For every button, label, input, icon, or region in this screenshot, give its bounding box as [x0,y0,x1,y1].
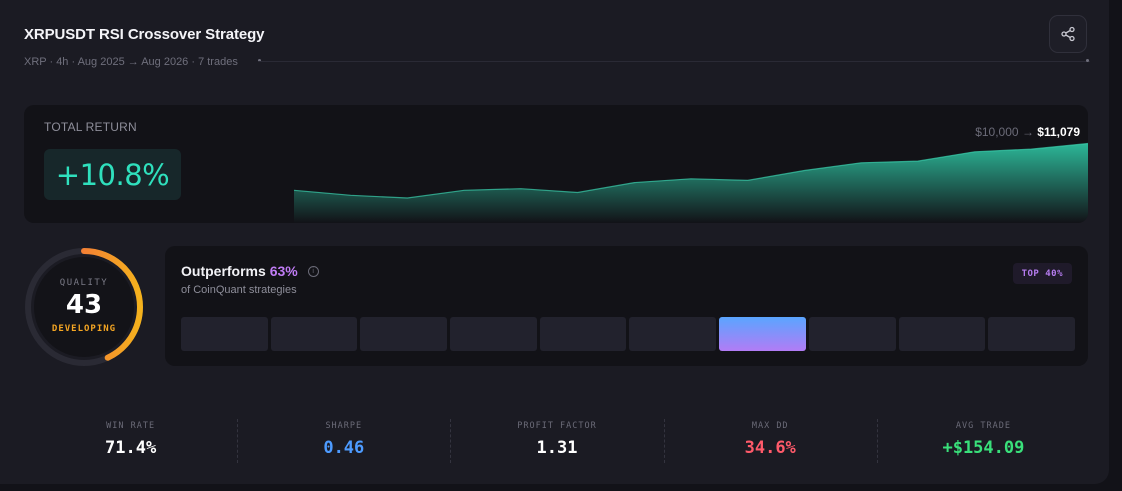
start-balance: $10,000 [975,125,1019,139]
stat-label: SHARPE [325,421,363,431]
strategy-card: XRPUSDT RSI Crossover Strategy XRP · 4h … [0,0,1109,484]
quality-status: DEVELOPING [51,324,117,334]
outperform-title: Outperforms 63% i [181,263,319,279]
share-icon [1061,26,1075,42]
total-return-value: +10.8% [55,157,170,192]
timeline-start-dot [258,59,261,62]
strategy-title: XRPUSDT RSI Crossover Strategy [24,26,265,43]
stat-value: 34.6% [744,438,796,458]
balance-arrow-icon: → [1021,125,1034,139]
percentile-bucket-active [719,317,806,351]
quality-label: QUALITY [59,278,109,288]
quality-gauge: QUALITY 43 DEVELOPING [23,246,145,368]
total-return-badge: +10.8% [44,149,181,200]
outperform-subtitle: of CoinQuant strategies [181,284,297,296]
percentile-buckets [181,317,1075,351]
outperform-title-text: Outperforms [181,263,266,279]
stat-profit-factor: PROFIT FACTOR 1.31 [450,411,663,463]
percentile-bucket [539,317,627,351]
equity-curve-area [294,143,1088,223]
percentile-bucket [450,317,537,351]
end-balance: $11,079 [1037,125,1080,139]
percentile-bucket [898,317,986,351]
quality-gauge-ring [25,248,143,366]
stat-label: AVG TRADE [955,421,1011,431]
percentile-bucket [988,317,1075,351]
percentile-bucket [629,317,717,351]
stat-value: 1.31 [536,438,578,458]
share-button[interactable] [1049,15,1087,53]
equity-curve-line [293,142,1088,199]
stat-label: PROFIT FACTOR [517,421,597,431]
stat-sharpe: SHARPE 0.46 [237,411,450,463]
stat-value: +$154.09 [942,438,1025,458]
quality-score: 43 [65,290,103,320]
stat-win-rate: WIN RATE 71.4% [24,411,237,463]
stat-max-dd: MAX DD 34.6% [663,411,877,463]
stat-avg-trade: AVG TRADE +$154.09 [876,411,1090,463]
equity-curve-chart [293,142,1088,223]
stat-label: WIN RATE [106,421,156,431]
total-return-label: TOTAL RETURN [44,120,137,134]
timeline-end-dot [1086,59,1089,62]
timeline-line [258,61,1090,62]
stat-label: MAX DD [751,421,789,431]
info-icon[interactable]: i [307,265,319,277]
stats-row: WIN RATE 71.4% SHARPE 0.46 PROFIT FACTOR 1.31… [24,411,1090,463]
percentile-bucket [270,317,358,351]
strategy-subtitle: XRP · 4h · Aug 2025 → Aug 2026 · 7 trade… [24,56,238,68]
stat-value: 0.46 [323,438,365,458]
quality-gauge-arc [25,248,143,366]
percentile-bucket [360,317,448,351]
balance-change: $10,000 → $11,079 [975,125,1080,139]
percentile-bucket [181,317,268,351]
outperform-panel: Outperforms 63% i of CoinQuant strategie… [165,246,1088,366]
outperform-pct: 63% [269,263,298,279]
stat-value: 71.4% [105,438,157,458]
total-return-panel: TOTAL RETURN +10.8% $10,000 → $11,079 [24,105,1088,223]
percentile-bucket [808,317,896,351]
top-percentile-badge: TOP 40% [1012,263,1072,284]
